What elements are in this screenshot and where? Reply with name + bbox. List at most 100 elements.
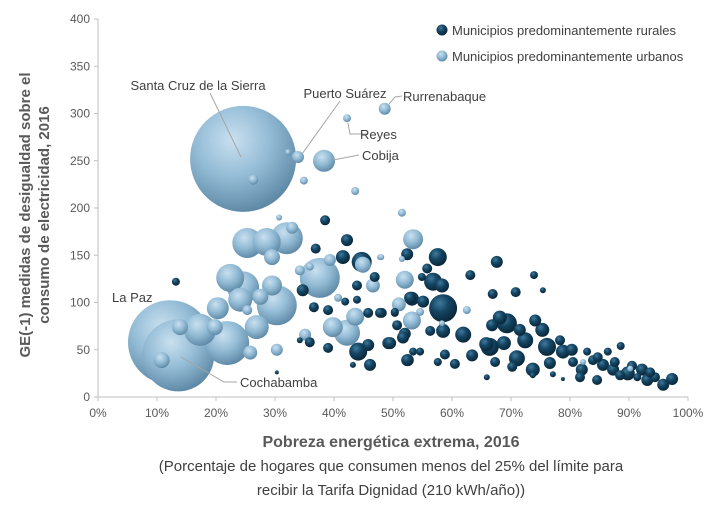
bubble-rural (320, 215, 331, 226)
bubble-rural (560, 377, 565, 381)
bubble-urban (206, 319, 223, 336)
bubble-rural (433, 358, 442, 366)
y-tick-label: 350 (70, 59, 90, 73)
bubble-rural (436, 323, 451, 338)
bubble-urban (184, 313, 217, 346)
bubble-rural (363, 307, 374, 318)
y-tick-label: 200 (70, 201, 90, 215)
bubble-rural (529, 372, 536, 379)
bubble-rural (416, 347, 425, 356)
bubble-rural (539, 287, 546, 294)
bubble-rural (390, 307, 399, 316)
bubble-urban (262, 275, 282, 296)
bubble-rural (341, 297, 350, 306)
bubble-urban (378, 102, 391, 115)
bubble-rural (565, 343, 578, 356)
bubble-rural (392, 320, 403, 331)
bubble-rural (529, 314, 542, 327)
bubbles (128, 102, 679, 392)
label-cochabamba: Cochabamba (240, 375, 318, 390)
x-tick-label: 0% (89, 406, 107, 420)
y-axis-title-line-1: GE(-1) medidas de desigualdad sobre el (17, 72, 34, 357)
bubble-urban (242, 305, 253, 316)
bubble-urban (462, 306, 471, 315)
bubble-rural (362, 339, 375, 351)
bubble-rural (296, 337, 303, 344)
bubble-rural (417, 295, 430, 308)
bubble-urban (286, 221, 299, 234)
bubble-rural (296, 284, 309, 297)
y-axis-title-line-2: consumo de electricidad, 2016 (36, 106, 53, 324)
bubble-urban (395, 270, 414, 289)
annotations (180, 92, 403, 383)
bubble-rural (308, 302, 319, 313)
bubble-rural (449, 358, 460, 369)
bubble-rural (439, 349, 450, 360)
bubble-rural (397, 331, 409, 344)
bubble-rural (428, 248, 447, 267)
bubble-rural (555, 335, 565, 346)
bubble-rural (530, 271, 538, 280)
bubble-rural (597, 358, 609, 371)
bubble-rural (645, 367, 656, 378)
bubble-urban (294, 265, 305, 276)
bubble-rural (341, 234, 353, 247)
bubble-urban (391, 297, 406, 312)
bubble-rural (455, 326, 472, 343)
bubble-rural (422, 263, 433, 274)
x-axis-note-line-2: recibir la Tarifa Dignidad (210 kWh/año)… (257, 482, 525, 499)
bubble-urban (276, 214, 283, 221)
leader-line-puerto-suarez (301, 100, 341, 155)
bubble-urban (346, 307, 365, 326)
bubble-rural (549, 371, 556, 378)
bubble-rural (490, 357, 501, 367)
legend-label-rural: Municipios predominantemente rurales (452, 23, 677, 38)
bubble-rural (435, 278, 449, 293)
x-tick-label: 40% (322, 406, 346, 420)
leader-line-rurrenabaque (388, 95, 403, 105)
y-tick-label: 50 (77, 343, 91, 357)
y-tick-label: 150 (70, 248, 90, 262)
y-tick-label: 250 (70, 154, 90, 168)
bubble-urban (398, 256, 405, 262)
bubble-urban (244, 315, 269, 340)
x-axis-title: Pobreza energética extrema, 2016 (262, 434, 519, 451)
bubble-urban (292, 151, 304, 163)
bubble-urban (285, 149, 291, 156)
bubble-rural (510, 287, 521, 298)
bubble-urban (334, 293, 343, 302)
bubble-urban (378, 254, 385, 261)
bubble-rural (401, 354, 414, 367)
bubble-rural (429, 294, 458, 323)
bubble-rural (323, 305, 334, 316)
bubble-urban (351, 187, 360, 195)
x-tick-label: 100% (673, 406, 704, 420)
bubble-urban (439, 320, 445, 327)
bubble-rural (335, 250, 350, 265)
bubble-rural (304, 337, 315, 348)
x-tick-label: 10% (145, 406, 169, 420)
bubble-urban (397, 208, 406, 217)
bubble-rural (636, 363, 648, 376)
bubble-rural (369, 272, 380, 282)
bubble-urban (323, 254, 336, 266)
x-tick-label: 90% (617, 406, 641, 420)
bubble-urban (243, 345, 258, 360)
x-tick-label: 20% (204, 406, 228, 420)
bubble-rural (575, 372, 585, 383)
bubble-rural (364, 358, 376, 371)
bubble-rural (417, 273, 426, 281)
bubble-rural (633, 373, 642, 382)
bubble-rural (310, 243, 321, 254)
x-tick-label: 80% (558, 406, 582, 420)
x-tick-label: 30% (263, 406, 287, 420)
bubble-rural (490, 255, 503, 268)
bubble-rural (568, 357, 578, 367)
bubble-urban (153, 352, 170, 369)
bubble-rural (583, 347, 592, 356)
bubble-rural (513, 323, 526, 336)
bubble-urban (264, 249, 280, 266)
bubble-rural (466, 349, 479, 362)
bubble-rural (486, 319, 499, 332)
